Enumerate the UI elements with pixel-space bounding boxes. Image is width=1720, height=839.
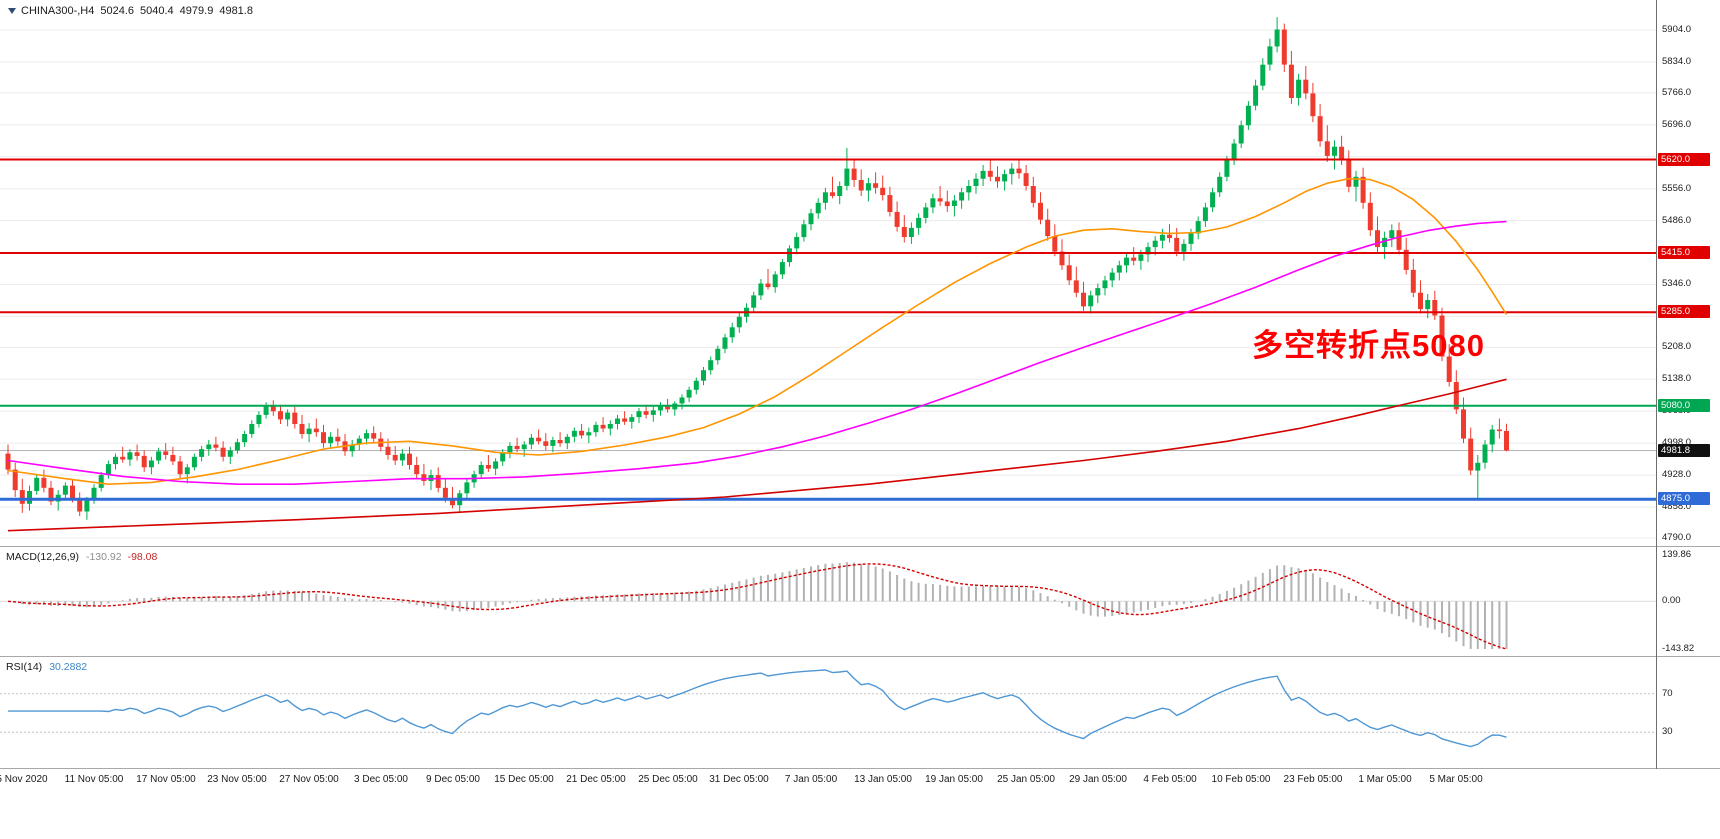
- price-axis-tick: 5556.0: [1662, 183, 1692, 194]
- time-axis-label: 11 Nov 05:00: [64, 774, 124, 785]
- panel-separator[interactable]: [0, 768, 1720, 769]
- price-tag-4875.0: 4875.0: [1658, 492, 1710, 505]
- macd-axis-tick: 139.86: [1662, 549, 1692, 560]
- price-axis-separator: [1656, 0, 1657, 769]
- rsi-line: [8, 669, 1507, 748]
- price-axis-tick: 5834.0: [1662, 56, 1692, 67]
- rsi-panel[interactable]: [0, 657, 1656, 768]
- rsi-name: RSI(14): [6, 661, 43, 673]
- time-axis-label: 10 Feb 05:00: [1211, 774, 1271, 785]
- time-axis[interactable]: 5 Nov 2020 11 Nov 05:00 17 Nov 05:00 23 Nov…: [0, 769, 1720, 795]
- ohlc-open: 5024.6: [100, 5, 135, 17]
- price-axis-tick: 4858.0: [1662, 501, 1692, 512]
- panel-separator[interactable]: [0, 656, 1720, 657]
- rsi-value: 30.2882: [49, 661, 88, 673]
- ohlc-low: 4979.9: [179, 5, 214, 17]
- macd-axis-tick: 0.00: [1662, 595, 1681, 606]
- macd-value: -130.92: [85, 551, 122, 563]
- price-tag-5620.0: 5620.0: [1658, 153, 1710, 166]
- time-axis-label: 7 Jan 05:00: [784, 774, 838, 785]
- chart-title: CHINA300-,H4 5024.6 5040.4 4979.9 4981.8: [8, 5, 253, 17]
- time-axis-label: 23 Nov 05:00: [207, 774, 267, 785]
- price-chart-canvas[interactable]: [0, 0, 1656, 546]
- price-axis-tick: 5486.0: [1662, 215, 1692, 226]
- macd-signal-value: -98.08: [127, 551, 158, 563]
- grid-lines: [0, 29, 1656, 539]
- time-axis-label: 17 Nov 05:00: [136, 774, 196, 785]
- macd-histogram: [14, 562, 1508, 649]
- rsi-axis-tick: 30: [1662, 726, 1673, 737]
- price-axis-tick: 5138.0: [1662, 373, 1692, 384]
- time-axis-label: 29 Jan 05:00: [1069, 774, 1127, 785]
- macd-name: MACD(12,26,9): [6, 551, 79, 563]
- symbol-timeframe: CHINA300-,H4: [21, 5, 95, 17]
- price-axis-tick: 5696.0: [1662, 119, 1692, 130]
- price-axis-tick: 4928.0: [1662, 469, 1692, 480]
- price-axis[interactable]: 5904.0 5834.0 5766.0 5696.0 5556.0 5486.0 5346…: [1658, 0, 1720, 800]
- time-axis-label: 5 Nov 2020: [0, 774, 48, 785]
- chart-annotation[interactable]: 多空转折点5080: [1252, 328, 1485, 363]
- ohlc-high: 5040.4: [140, 5, 174, 17]
- time-axis-label: 21 Dec 05:00: [566, 774, 626, 785]
- time-axis-label: 31 Dec 05:00: [709, 774, 769, 785]
- time-axis-label: 15 Dec 05:00: [494, 774, 554, 785]
- rsi-label: RSI(14) 30.2882: [6, 661, 87, 673]
- horizontal-level-lines[interactable]: [0, 158, 1656, 501]
- time-axis-label: 5 Mar 05:00: [1429, 774, 1483, 785]
- macd-label: MACD(12,26,9) -130.92 -98.08: [6, 551, 157, 563]
- price-axis-tick: 4998.0: [1662, 437, 1692, 448]
- ma-slow-red: [7, 378, 1507, 532]
- time-axis-label: 3 Dec 05:00: [354, 774, 408, 785]
- rsi-canvas[interactable]: [0, 657, 1656, 768]
- time-axis-label: 23 Feb 05:00: [1283, 774, 1343, 785]
- rsi-level-lines: [0, 693, 1656, 733]
- price-tag-4981.8: 4981.8: [1658, 444, 1710, 457]
- candlesticks: [5, 17, 1509, 520]
- time-axis-label: 27 Nov 05:00: [279, 774, 339, 785]
- time-axis-label: 13 Jan 05:00: [854, 774, 912, 785]
- macd-panel[interactable]: [0, 547, 1656, 656]
- ma-fast-orange: [7, 177, 1508, 485]
- time-axis-label: 1 Mar 05:00: [1358, 774, 1412, 785]
- rsi-axis-tick: 70: [1662, 688, 1673, 699]
- time-axis-label: 25 Jan 05:00: [997, 774, 1055, 785]
- price-tag-5415.0: 5415.0: [1658, 246, 1710, 259]
- price-axis-tick: 5766.0: [1662, 87, 1692, 98]
- ma-mid-magenta: [7, 220, 1507, 485]
- macd-signal-line: [7, 563, 1507, 650]
- ohlc-close: 4981.8: [219, 5, 253, 17]
- time-axis-label: 25 Dec 05:00: [638, 774, 698, 785]
- macd-axis-tick: -143.82: [1662, 643, 1695, 654]
- price-axis-tick: 5208.0: [1662, 341, 1692, 352]
- price-axis-tick: 4790.0: [1662, 532, 1692, 543]
- symbol-dropdown-icon[interactable]: [8, 8, 16, 15]
- price-axis-tick: 5904.0: [1662, 24, 1692, 35]
- price-tag-5080.0: 5080.0: [1658, 399, 1710, 412]
- panel-separator[interactable]: [0, 546, 1720, 547]
- price-axis-tick: 5346.0: [1662, 278, 1692, 289]
- time-axis-label: 4 Feb 05:00: [1143, 774, 1197, 785]
- price-tag-5285.0: 5285.0: [1658, 305, 1710, 318]
- macd-canvas[interactable]: [0, 547, 1656, 656]
- price-chart-panel[interactable]: [0, 0, 1656, 546]
- time-axis-label: 19 Jan 05:00: [925, 774, 983, 785]
- time-axis-label: 9 Dec 05:00: [426, 774, 480, 785]
